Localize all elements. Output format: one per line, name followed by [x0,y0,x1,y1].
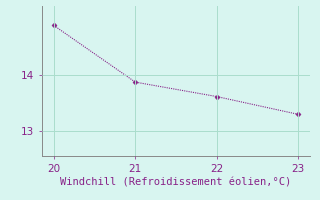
X-axis label: Windchill (Refroidissement éolien,°C): Windchill (Refroidissement éolien,°C) [60,178,292,188]
